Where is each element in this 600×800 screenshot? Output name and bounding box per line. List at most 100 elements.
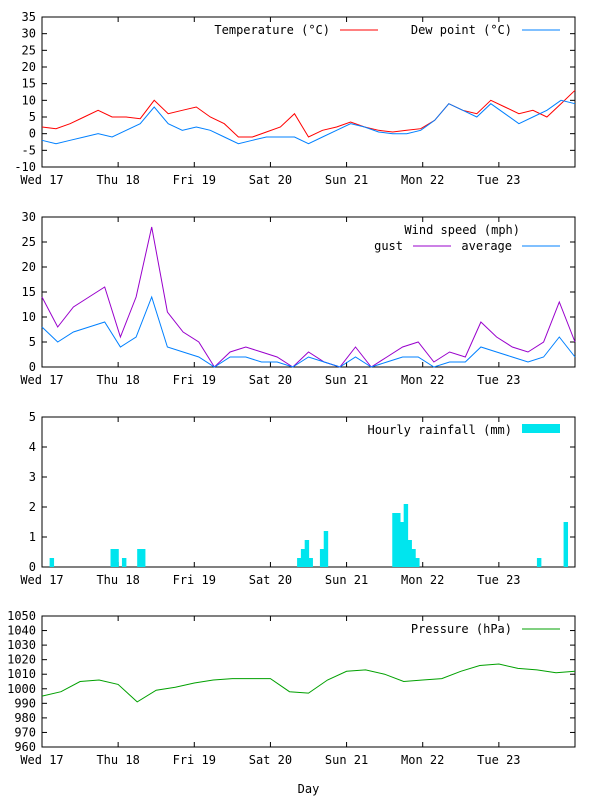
legend-label: gust (374, 239, 403, 253)
y-tick-label: 3 (29, 470, 36, 484)
rain-bar (304, 540, 310, 567)
chart-panel-3: 0 1 2 3 4 5 Wed 17 Thu 18 Fri 19 Sat 20 Sun 21 Mon … (20, 410, 576, 587)
rain-bar (110, 549, 115, 567)
rain-bar (300, 549, 306, 567)
y-tick-label: 4 (29, 440, 36, 454)
y-tick-label: 970 (14, 725, 36, 739)
x-tick-label: Fri 19 (173, 753, 216, 767)
rain-bar (396, 513, 401, 567)
x-tick-label: Thu 18 (96, 173, 139, 187)
y-tick-label: 0 (29, 360, 36, 374)
x-tick-label: Sat 20 (249, 373, 292, 387)
x-tick-label: Thu 18 (96, 573, 139, 587)
y-tick-label: 20 (22, 60, 36, 74)
x-tick-label: Wed 17 (20, 573, 63, 587)
y-tick-label: 25 (22, 235, 36, 249)
legend-label: Dew point (°C) (411, 23, 512, 37)
legend-swatch (522, 424, 560, 433)
series-line (41, 89, 576, 138)
x-tick-label: Fri 19 (173, 573, 216, 587)
y-tick-label: 2 (29, 500, 36, 514)
rain-bar (140, 549, 146, 567)
y-tick-label: 5 (29, 410, 36, 424)
x-tick-label: Mon 22 (401, 173, 444, 187)
y-tick-label: 30 (22, 210, 36, 224)
x-tick-label: Fri 19 (173, 173, 216, 187)
rain-bar (121, 558, 127, 567)
chart-panel-2: 0 5 10 15 20 25 30 Wed 17 Thu 18 Fri 19 Sat 20 Sun … (20, 210, 576, 387)
legend-label: Hourly rainfall (mm) (368, 423, 513, 437)
x-tick-label: Sat 20 (249, 573, 292, 587)
rain-bar (536, 558, 542, 567)
rain-bar (403, 504, 409, 567)
y-tick-label: -10 (14, 160, 36, 174)
y-tick-label: 5 (29, 110, 36, 124)
y-tick-label: 10 (22, 93, 36, 107)
legend-label: Pressure (hPa) (411, 622, 512, 636)
chart-panel-1: -10 -5 0 5 10 15 20 25 30 35 Wed 17 Thu 18 Fri 19 Sat… (14, 10, 576, 187)
y-tick-label: 1010 (7, 667, 36, 681)
y-tick-label: 990 (14, 696, 36, 710)
rain-bar (415, 558, 420, 567)
y-tick-label: 15 (22, 285, 36, 299)
x-tick-label: Sun 21 (325, 373, 368, 387)
x-tick-label: Tue 23 (477, 173, 520, 187)
y-tick-label: -5 (22, 143, 36, 157)
x-tick-label: Thu 18 (96, 753, 139, 767)
legend-label: average (461, 239, 512, 253)
x-tick-label: Sun 21 (325, 573, 368, 587)
y-tick-label: 1050 (7, 609, 36, 623)
series-line (41, 295, 576, 368)
y-tick-label: 20 (22, 260, 36, 274)
legend-title: Wind speed (mph) (404, 223, 520, 237)
y-tick-label: 15 (22, 77, 36, 91)
y-tick-label: 960 (14, 740, 36, 754)
rain-bar (563, 522, 569, 567)
x-tick-label: Wed 17 (20, 753, 63, 767)
rain-bar (407, 540, 412, 567)
x-tick-label: Sat 20 (249, 173, 292, 187)
y-tick-label: 0 (29, 560, 36, 574)
x-tick-label: Fri 19 (173, 373, 216, 387)
rain-bar (319, 549, 325, 567)
y-tick-label: 1040 (7, 624, 36, 638)
rain-bar (297, 558, 302, 567)
rain-bar (137, 549, 142, 567)
y-tick-label: 35 (22, 10, 36, 24)
series-line (41, 226, 576, 368)
x-tick-label: Sun 21 (325, 173, 368, 187)
x-tick-label: Sat 20 (249, 753, 292, 767)
rain-bar (392, 513, 397, 567)
rain-bar (399, 522, 405, 567)
legend-label: Temperature (°C) (214, 23, 330, 37)
x-tick-label: Mon 22 (401, 573, 444, 587)
y-tick-label: 5 (29, 335, 36, 349)
x-tick-label: Sun 21 (325, 753, 368, 767)
rain-bar (323, 531, 329, 567)
x-tick-label: Tue 23 (477, 373, 520, 387)
x-tick-label: Tue 23 (477, 573, 520, 587)
y-tick-label: 30 (22, 27, 36, 41)
y-tick-label: 0 (29, 127, 36, 141)
y-tick-label: 10 (22, 310, 36, 324)
x-tick-label: Thu 18 (96, 373, 139, 387)
series-line (41, 663, 576, 703)
y-tick-label: 1000 (7, 682, 36, 696)
rain-bar (411, 549, 416, 567)
y-tick-label: 1030 (7, 638, 36, 652)
x-tick-label: Mon 22 (401, 753, 444, 767)
x-tick-label: Mon 22 (401, 373, 444, 387)
y-tick-label: 1 (29, 530, 36, 544)
x-tick-label: Tue 23 (477, 753, 520, 767)
rain-bar (308, 558, 313, 567)
plot-frame (41, 16, 576, 168)
plot-frame (41, 615, 576, 748)
rain-bar (49, 558, 55, 567)
series-line (41, 99, 576, 145)
y-tick-label: 25 (22, 43, 36, 57)
x-tick-label: Wed 17 (20, 173, 63, 187)
rain-bar (114, 549, 119, 567)
x-axis-title: Day (298, 782, 320, 796)
